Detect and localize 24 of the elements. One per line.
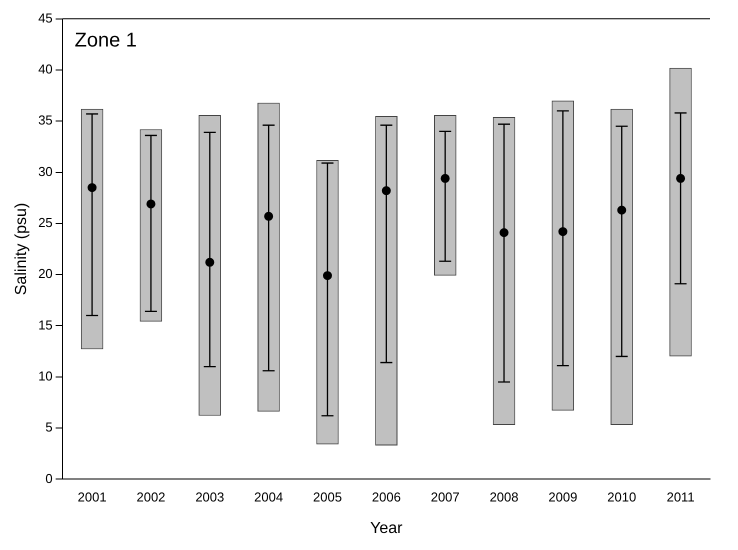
y-tick-label: 15	[38, 317, 53, 332]
y-tick-label: 45	[38, 10, 53, 26]
x-axis-title: Year	[370, 520, 404, 537]
x-tick-label: 2004	[254, 490, 284, 505]
y-tick-label: 10	[38, 368, 53, 384]
y-tick-label: 30	[38, 164, 53, 179]
x-tick-label: 2010	[607, 490, 636, 505]
x-tick-label: 2008	[490, 490, 518, 505]
x-tick-label: 2007	[430, 490, 460, 505]
y-tick-label: 25	[38, 215, 53, 230]
y-tick-label: 20	[38, 266, 53, 282]
x-tick-label: 2002	[136, 490, 166, 505]
y-tick-label: 40	[38, 62, 53, 77]
x-tick-label: 2011	[666, 490, 695, 505]
y-axis-title: Salinity (psu)	[13, 202, 30, 296]
y-tick-label: 5	[45, 420, 53, 435]
x-tick-label: 2001	[78, 490, 107, 505]
annotation: Zone 1	[74, 29, 137, 52]
y-tick-label: 0	[45, 470, 53, 486]
x-tick-label: 2006	[372, 490, 401, 505]
x-tick-label: 2009	[548, 490, 578, 505]
x-tick-label: 2005	[313, 490, 342, 505]
x-tick-label: 2003	[195, 490, 224, 505]
y-tick-label: 35	[38, 112, 53, 128]
